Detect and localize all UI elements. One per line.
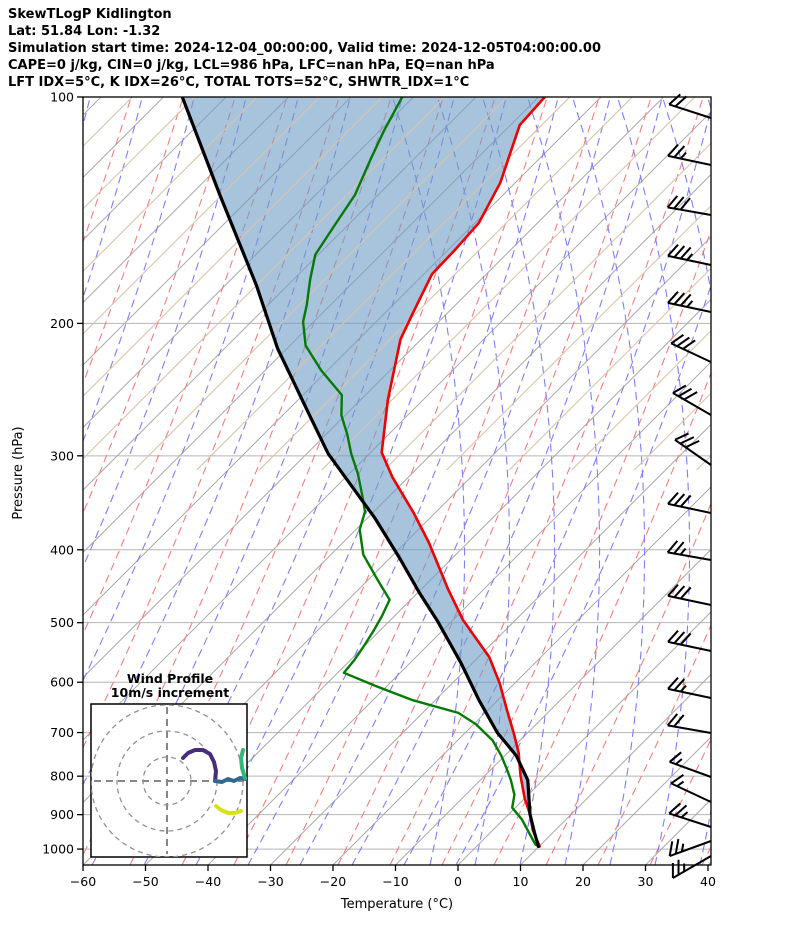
wind-barb [668,714,711,733]
svg-text:800: 800 [50,769,74,784]
svg-text:−40: −40 [195,874,221,889]
svg-text:40: 40 [700,874,716,889]
wind-barb [668,245,711,265]
wind-barb [675,433,711,465]
svg-text:500: 500 [50,615,74,630]
svg-text:900: 900 [50,807,74,822]
svg-text:−10: −10 [382,874,408,889]
wind-barb [670,752,711,777]
y-axis-label: Pressure (hPa) [11,426,26,519]
wind-barb [671,775,711,802]
svg-text:−30: −30 [257,874,283,889]
svg-text:300: 300 [50,448,74,463]
latlon-line: Lat: 51.84 Lon: -1.32 [8,24,160,39]
svg-text:10: 10 [513,874,529,889]
wind-barb [669,803,711,827]
svg-text:600: 600 [50,675,74,690]
svg-text:400: 400 [50,542,74,557]
simtime-line: Simulation start time: 2024-12-04_00:00:… [8,41,601,56]
title-line: SkewTLogP Kidlington [8,7,172,22]
svg-text:700: 700 [50,725,74,740]
hodograph-subtitle: 10m/s increment [111,685,229,700]
wind-barb [668,292,711,312]
svg-text:100: 100 [50,90,74,105]
wind-barb [668,585,711,605]
svg-text:−50: −50 [132,874,158,889]
svg-text:1000: 1000 [42,842,74,857]
svg-text:20: 20 [575,874,591,889]
cape-line: CAPE=0 j/kg, CIN=0 j/kg, LCL=986 hPa, LF… [8,58,495,73]
svg-text:30: 30 [638,874,654,889]
hodograph-title: Wind Profile [127,671,213,686]
wind-barb [670,839,711,856]
wind-barb [668,145,711,165]
svg-text:200: 200 [50,316,74,331]
svg-text:−60: −60 [70,874,96,889]
chart-header: SkewTLogP Kidlington Lat: 51.84 Lon: -1.… [8,7,601,90]
svg-text:0: 0 [454,874,462,889]
wind-barb [673,386,711,415]
svg-text:−20: −20 [320,874,346,889]
hodograph-inset [91,704,247,857]
x-axis-label: Temperature (°C) [340,897,453,912]
wind-barb [668,493,711,513]
indices-line: LFT IDX=5°C, K IDX=26°C, TOTAL TOTS=52°C… [8,75,469,90]
wind-barb [669,94,711,118]
